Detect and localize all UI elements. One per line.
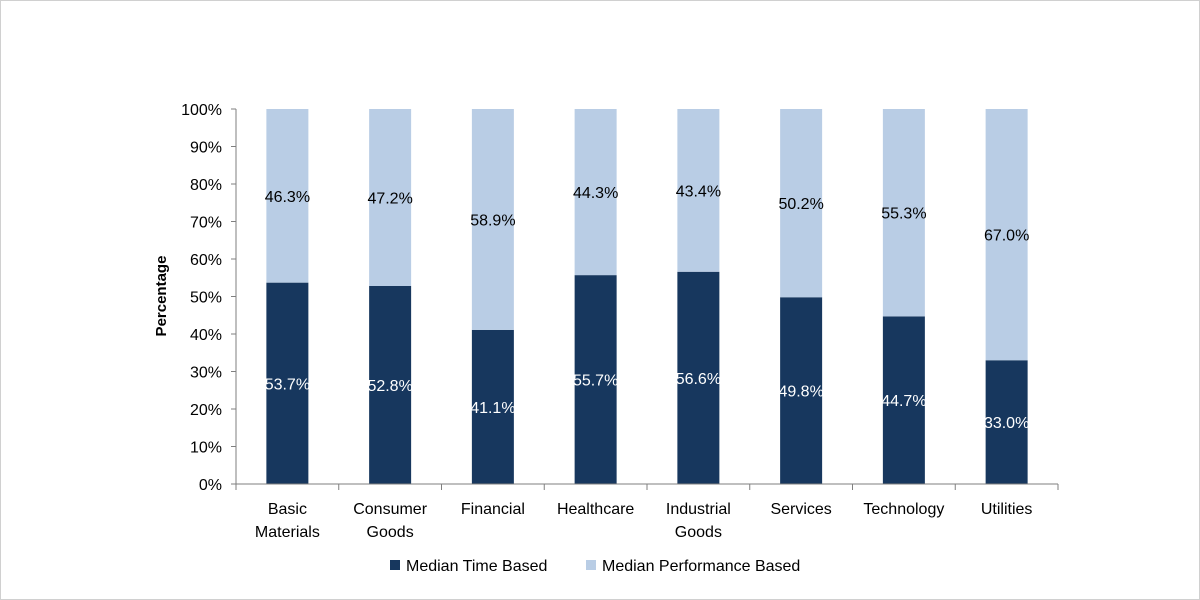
x-category-label: Utilities [981,501,1033,518]
bar-segment-time-based [369,286,412,484]
data-label: 49.8% [778,384,823,401]
data-label: 58.9% [470,212,515,229]
data-label: 50.2% [778,196,823,213]
x-category-label: Consumer Goods [353,501,427,541]
legend: Median Time Based Median Performance Base… [390,558,800,575]
data-label: 47.2% [367,191,412,208]
data-label: 55.3% [881,206,926,223]
legend-label: Median Time Based [406,558,547,575]
data-label: 55.7% [573,373,618,390]
bar-segment-time-based [985,360,1028,484]
data-label: 41.1% [470,400,515,417]
x-category-label: Industrial Goods [666,501,731,541]
legend-swatch [586,560,596,570]
data-label: 44.7% [881,393,926,410]
bar-segment-time-based [266,282,309,484]
data-label: 46.3% [265,189,310,206]
y-axis-title: Percentage [153,256,170,337]
y-tick-label: 70% [190,215,222,232]
x-category-label: Financial [461,501,525,518]
data-label: 33.0% [984,415,1029,432]
data-label: 43.4% [676,183,721,200]
y-tick-label: 50% [190,290,222,307]
x-category-label: Basic Materials [255,501,320,541]
bar-segment-performance-based [574,109,617,276]
bar-segment-performance-based [780,109,823,298]
bar-segment-performance-based [882,109,925,317]
y-tick-label: 40% [190,327,222,344]
bar-segment-time-based [780,297,823,484]
data-label: 53.7% [265,376,310,393]
x-category-label: Healthcare [557,501,634,518]
y-axis: 0% 10% 20% 30% 40% 50% 60% 70% 80% 90% 100% [181,102,237,494]
bar-segment-time-based [471,329,514,484]
legend-swatch [390,560,400,570]
data-label: 44.3% [573,185,618,202]
y-tick-label: 20% [190,402,222,419]
y-tick-label: 10% [190,440,222,457]
bars: 53.7% 46.3% 52.8% 47.2% 41.1% 58.9% 55.7% 44.3%… [265,109,1029,484]
bar-segment-time-based [574,275,617,484]
y-tick-label: 80% [190,177,222,194]
data-label: 52.8% [367,378,412,395]
bar-segment-time-based [882,316,925,484]
x-axis: Basic Materials Consumer Goods Financial Heal… [235,483,1059,541]
y-tick-label: 90% [190,140,222,157]
data-label: 56.6% [676,371,721,388]
bar-segment-performance-based [471,109,514,330]
y-tick-label: 0% [199,477,222,494]
bar-segment-time-based [677,271,720,484]
x-category-label: Technology [863,501,944,518]
y-tick-label: 60% [190,252,222,269]
legend-label: Median Performance Based [602,558,800,575]
data-label: 67.0% [984,228,1029,245]
y-tick-label: 30% [190,365,222,382]
bar-segment-performance-based [677,109,720,272]
x-category-label: Services [770,501,831,518]
bar-segment-performance-based [266,109,309,283]
bar-segment-performance-based [369,109,412,286]
y-tick-label: 100% [181,102,222,119]
bar-segment-performance-based [985,109,1028,361]
